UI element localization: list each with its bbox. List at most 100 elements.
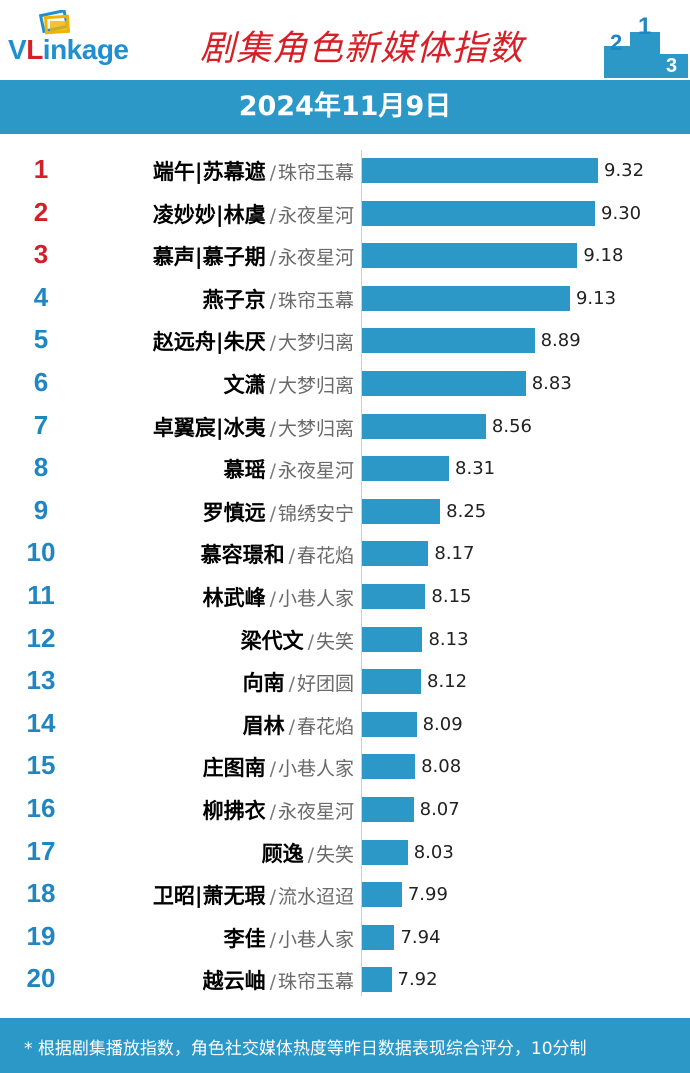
bar: [362, 456, 450, 482]
bar: [362, 924, 395, 950]
bar: [362, 243, 578, 269]
separator: /: [269, 332, 276, 355]
bar: [362, 754, 416, 780]
bar: [362, 371, 526, 396]
rank-number: 15: [26, 750, 56, 781]
separator: /: [269, 758, 276, 781]
bar: [362, 626, 423, 652]
logo-text: VLinkage: [8, 34, 129, 65]
separator: /: [288, 715, 295, 738]
bar: [362, 882, 402, 908]
footer-note: * 根据剧集播放指数，角色社交媒体热度等昨日数据表现综合评分，10分制: [24, 1039, 587, 1059]
category-label: 凌妙妙|林虞 / 永夜星河: [90, 199, 354, 229]
show-name: 永夜星河: [277, 247, 354, 270]
rank-number: 4: [33, 281, 49, 312]
category-label: 卫昭|萧无瑕 / 流水迢迢: [90, 880, 354, 910]
value-label: 8.89: [540, 330, 581, 352]
value-label: 8.15: [431, 586, 472, 607]
ranking-row: 6 文潇 / 大梦归离 8.83: [0, 363, 690, 405]
role-name: 燕子京: [202, 287, 266, 312]
show-name: 永夜星河: [277, 204, 354, 227]
role-name: 顾逸: [261, 841, 304, 866]
rank-number: 2: [33, 196, 49, 227]
rank-number: 8: [33, 452, 49, 483]
category-label: 卓翼宸|冰夷 / 大梦归离: [90, 412, 354, 442]
category-label: 越云岫 / 珠帘玉幕: [90, 965, 354, 995]
role-name: 卓翼宸|冰夷: [152, 415, 266, 440]
category-label: 柳拂衣 / 永夜星河: [90, 795, 354, 825]
separator: /: [288, 673, 295, 696]
rank-number: 3: [33, 239, 49, 270]
rank-number: 7: [33, 409, 49, 440]
separator: /: [269, 971, 276, 994]
show-name: 好团圆: [296, 673, 354, 696]
value-label: 8.13: [428, 628, 469, 650]
separator: /: [269, 801, 276, 823]
separator: /: [307, 630, 314, 653]
category-label: 赵远舟|朱厌 / 大梦归离: [90, 326, 354, 356]
role-name: 文潇: [223, 373, 266, 397]
show-name: 春花焰: [296, 545, 354, 568]
podium-number-3: 3: [666, 55, 677, 77]
ranking-row: 10 慕容璟和 / 春花焰 8.17: [0, 533, 690, 575]
bar: [362, 669, 421, 695]
ranking-row: 13 向南 / 好团圆 8.12: [0, 661, 690, 703]
value-label: 8.03: [413, 841, 454, 863]
role-name: 眉林: [242, 713, 285, 738]
separator: /: [269, 375, 276, 397]
rank-number: 14: [26, 707, 56, 738]
role-name: 越云岫: [202, 969, 266, 994]
logo-frames-icon: [38, 10, 71, 35]
rank-number: 10: [26, 537, 56, 568]
separator: /: [307, 843, 314, 866]
role-name: 凌妙妙|林虞: [152, 202, 266, 227]
role-name: 罗慎远: [202, 500, 266, 525]
separator: /: [269, 204, 276, 227]
rank-number: 12: [26, 622, 56, 653]
category-label: 向南 / 好团圆: [90, 667, 354, 697]
ranking-row: 14 眉林 / 春花焰 8.09: [0, 704, 690, 746]
category-label: 燕子京 / 珠帘玉幕: [90, 284, 354, 314]
category-label: 慕瑶 / 永夜星河: [90, 454, 354, 484]
show-name: 失笑: [315, 843, 354, 866]
bar: [362, 967, 392, 993]
role-name: 柳拂衣: [202, 799, 266, 823]
value-label: 8.12: [427, 671, 468, 693]
ranking-row: 8 慕瑶 / 永夜星河 8.31: [0, 448, 690, 490]
rank-number: 9: [33, 494, 49, 525]
category-label: 林武峰 / 小巷人家: [90, 582, 354, 612]
role-name: 赵远舟|朱厌: [152, 330, 266, 355]
category-label: 李佳 / 小巷人家: [90, 923, 354, 953]
date-text: 2024年11月9日: [238, 91, 452, 122]
axis-line: [361, 150, 362, 996]
bar: [362, 285, 570, 311]
value-label: 9.18: [583, 245, 624, 267]
show-name: 珠帘玉幕: [277, 162, 354, 184]
bar: [362, 200, 596, 226]
role-name: 卫昭|萧无瑕: [152, 884, 266, 909]
category-label: 慕容璟和 / 春花焰: [90, 539, 354, 569]
podium-number-1: 1: [638, 13, 651, 40]
show-name: 流水迢迢: [277, 886, 354, 909]
category-label: 端午|苏幕遮 / 珠帘玉幕: [90, 156, 354, 186]
bar: [362, 413, 486, 439]
vlinkage-logo: VLinkage: [8, 10, 158, 70]
footer-banner: * 根据剧集播放指数，角色社交媒体热度等昨日数据表现综合评分，10分制: [0, 1018, 690, 1073]
value-label: 8.83: [531, 373, 572, 394]
value-label: 7.99: [407, 884, 448, 906]
value-label: 8.17: [434, 543, 475, 565]
show-name: 珠帘玉幕: [277, 971, 354, 994]
value-label: 9.30: [601, 202, 642, 224]
show-name: 大梦归离: [277, 375, 354, 397]
show-name: 珠帘玉幕: [277, 289, 354, 312]
bar: [362, 797, 414, 822]
value-label: 8.07: [419, 799, 460, 820]
ranking-row: 1 端午|苏幕遮 / 珠帘玉幕 9.32: [0, 150, 690, 192]
date-banner: 2024年11月9日: [0, 80, 690, 134]
bar: [362, 584, 426, 609]
category-label: 顾逸 / 失笑: [90, 838, 354, 868]
separator: /: [288, 545, 295, 568]
bar: [362, 498, 441, 524]
rank-number: 19: [26, 920, 56, 951]
ranking-row: 19 李佳 / 小巷人家 7.94: [0, 917, 690, 959]
